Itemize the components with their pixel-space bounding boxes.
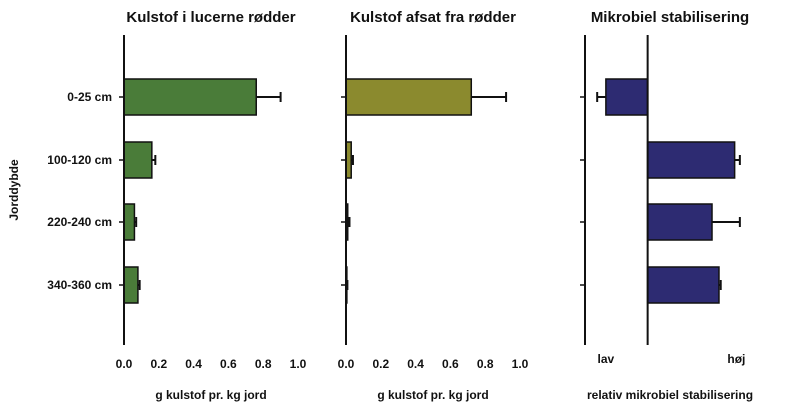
x-tick-label: 0.2 [150,357,167,371]
panel-root-deposited-carbon: Kulstof afsat fra rødder 0.0 0.2 0.4 0.6 0.8… [338,9,529,402]
bar [605,78,649,116]
bar [646,141,736,179]
bar [345,78,473,116]
x-tick-label: 0.0 [338,357,355,371]
plot-area: lav høj [580,35,745,366]
bar [123,141,153,179]
category-label: 0-25 cm [67,90,112,104]
x-tick-label: 0.6 [220,357,237,371]
x-tick-label: 0.6 [442,357,459,371]
bar [123,78,257,116]
panel-root-carbon: Kulstof i lucerne rødder 0-25 cm 100-120 … [47,9,306,402]
x-tick-label: 0.2 [372,357,389,371]
panel-title: Kulstof i lucerne rødder [126,9,295,26]
x-axis-label: g kulstof pr. kg jord [377,388,488,402]
bar [123,203,136,241]
panel-title: Kulstof afsat fra rødder [350,9,516,26]
bar [646,266,720,304]
x-tick-label: lav [598,352,615,366]
x-tick-label: 1.0 [512,357,529,371]
x-tick-label: 0.8 [477,357,494,371]
plot-area: 0-25 cm 100-120 cm 220-240 cm 340-360 cm 0.0… [47,35,307,371]
x-axis-label: g kulstof pr. kg jord [155,388,266,402]
x-tick-label: høj [727,352,745,366]
x-axis-label: relativ mikrobiel stabilisering [587,388,753,402]
y-axis-label: Jorddybde [7,159,21,221]
category-label: 340-360 cm [47,278,112,292]
panel-microbial-stabilization: Mikrobiel stabilisering lav høj relativ m… [580,9,753,402]
bar [646,203,713,241]
x-tick-label: 1.0 [290,357,307,371]
x-tick-label: 0.4 [407,357,424,371]
bar [123,266,139,304]
x-tick-label: 0.4 [185,357,202,371]
category-label: 220-240 cm [47,215,112,229]
x-tick-label: 0.0 [116,357,133,371]
category-label: 100-120 cm [47,153,112,167]
panel-title: Mikrobiel stabilisering [591,9,749,26]
plot-area: 0.0 0.2 0.4 0.6 0.8 1.0 [338,35,529,371]
x-tick-label: 0.8 [255,357,272,371]
